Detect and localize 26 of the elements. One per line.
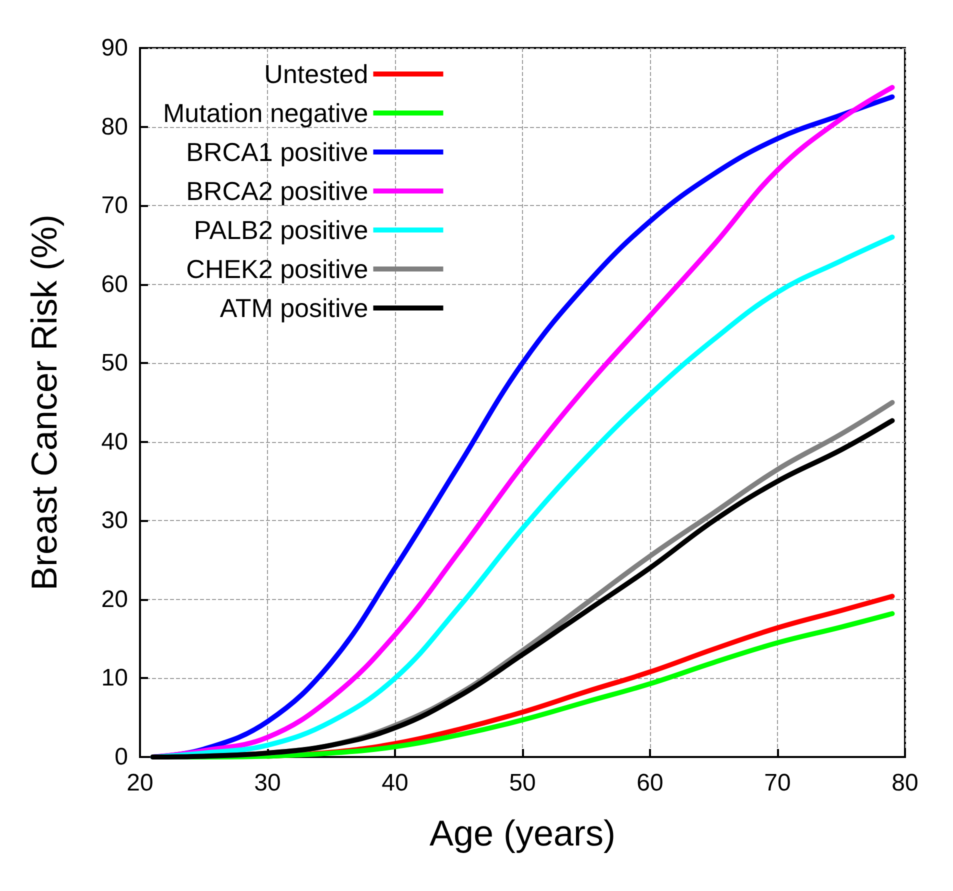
x-tick-label: 50 [509, 770, 536, 796]
legend-label: PALB2 positive [194, 215, 368, 245]
legend-label: Untested [264, 59, 368, 89]
legend-label: BRCA1 positive [186, 137, 368, 167]
legend-label: Mutation negative [162, 98, 368, 128]
y-tick-label: 50 [101, 350, 128, 377]
legend-label: BRCA2 positive [186, 176, 368, 206]
x-tick-label: 20 [126, 770, 154, 796]
y-tick-label: 10 [101, 664, 128, 692]
y-tick-label: 80 [101, 113, 128, 140]
x-tick-label: 80 [892, 770, 918, 796]
y-tick-label: 60 [101, 270, 128, 298]
y-tick-label: 0 [114, 744, 128, 770]
y-tick-label: 30 [101, 507, 128, 534]
x-tick-label: 70 [764, 770, 791, 796]
y-tick-label: 70 [101, 192, 128, 220]
legend-label: CHEK2 positive [186, 254, 368, 284]
x-tick-label: 30 [254, 770, 281, 796]
y-tick-label: 20 [101, 586, 128, 613]
y-tick-label: 40 [101, 428, 128, 456]
x-tick-label: 40 [382, 770, 408, 796]
y-axis-title: Breast Cancer Risk (%) [24, 214, 64, 591]
y-tick-label: 90 [101, 34, 128, 62]
x-axis-title: Age (years) [429, 812, 616, 854]
x-tick-label: 60 [636, 770, 664, 796]
legend-label: ATM positive [220, 293, 368, 323]
